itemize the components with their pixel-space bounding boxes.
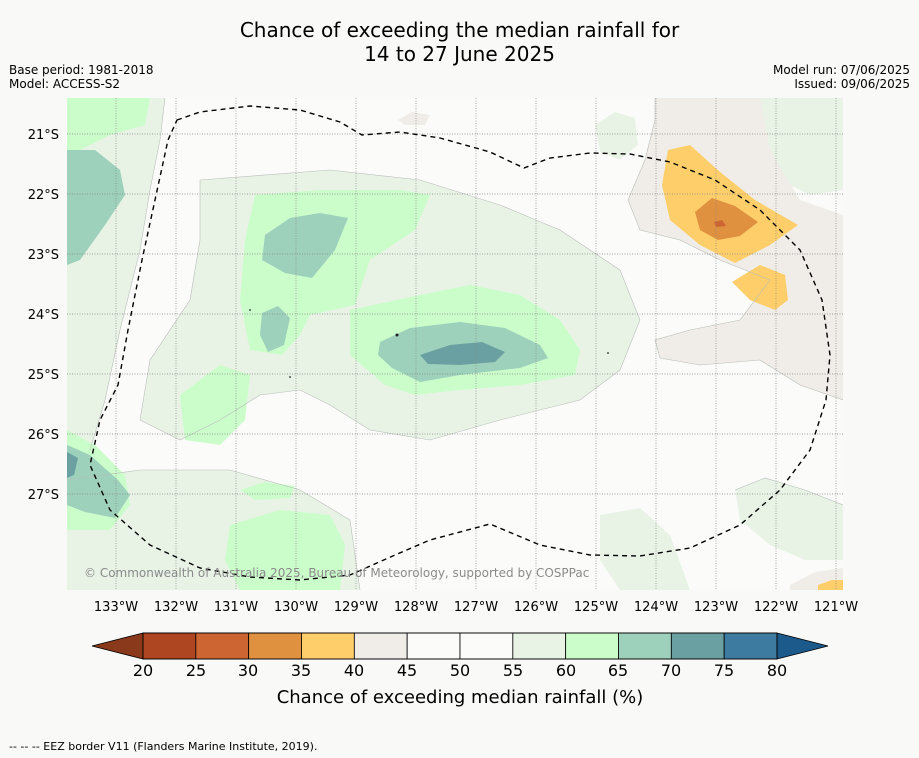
colorbar-swatch [301,632,355,660]
lon-label: 124°W [634,600,678,615]
map-title: Chance of exceeding the median rainfall … [0,18,919,66]
colorbar-swatch [406,632,461,660]
lon-label: 129°W [334,600,378,615]
band-35-40-southeast [818,580,843,590]
lon-label: 123°W [694,600,738,615]
colorbar-swatch [670,632,725,660]
colorbar-swatch [618,632,672,660]
lon-label: 133°W [94,600,138,615]
lon-labels: 133°W 132°W 131°W 130°W 129°W 128°W 127°… [94,600,858,615]
band-70-75-southwest [67,452,78,478]
lon-label: 121°W [814,600,858,615]
lon-label: 125°W [574,600,618,615]
colorbar-under-arrow [91,632,144,660]
meta-right: Model run: 07/06/2025 Issued: 09/06/2025 [773,63,910,91]
lat-label: 21°S [28,128,59,143]
issued-date: Issued: 09/06/2025 [794,77,910,91]
colorbar-swatch [195,632,250,660]
model-run: Model run: 07/06/2025 [772,63,910,77]
band-55-60-north [595,112,638,160]
colorbar-swatch [248,632,302,660]
colorbar-ticks: 20 25 30 35 40 45 50 55 60 65 70 75 80 [133,661,787,680]
band-55-60-southeast [735,478,843,560]
colorbar-tick: 45 [397,661,417,680]
colorbar-tick: 55 [503,661,523,680]
colorbar-tick: 80 [767,661,787,680]
colorbar-swatch [723,632,778,660]
lon-label: 126°W [514,600,558,615]
lat-label: 26°S [28,428,59,443]
colorbar-tick: 25 [186,661,206,680]
colorbar-tick: 50 [450,661,470,680]
colorbar-swatch [353,632,408,660]
lat-label: 27°S [28,488,59,503]
lat-label: 23°S [28,248,59,263]
band-65-70-southwest [67,445,130,518]
title-line-2: 14 to 27 June 2025 [364,42,555,66]
band-40-45-north [398,112,430,125]
lon-label: 130°W [274,600,318,615]
colorbar-swatch [142,632,197,660]
colorbar-tick: 20 [133,661,153,680]
colorbar-swatch [565,632,619,660]
model-name: Model: ACCESS-S2 [9,77,121,91]
islands [249,309,609,378]
band-60-65-southwest-c [240,482,295,500]
title-line-1: Chance of exceeding the median rainfall … [239,18,680,42]
eez-footnote: -- -- -- EEZ border V11 (Flanders Marine… [9,740,318,753]
band-35-40-east-b [732,265,788,310]
colorbar-tick: 65 [608,661,628,680]
lon-label: 122°W [754,600,798,615]
copyright-text: © Commonwealth of Australia 2025, Bureau… [84,566,589,580]
lon-label: 127°W [454,600,498,615]
colorbar-swatch [512,632,567,660]
colorbar-tick: 70 [661,661,681,680]
band-60-65-west-mid [180,365,250,445]
contour-lines [67,98,843,590]
colorbar-tick: 30 [238,661,258,680]
colorbar-swatch [459,632,514,660]
colorbar-tick: 60 [556,661,576,680]
band-60-65-southwest-b [225,510,345,590]
lon-gridlines [115,98,837,590]
band-65-70-central-a [262,213,348,278]
lat-label: 25°S [28,368,59,383]
colorbar-label: Chance of exceeding median rainfall (%) [277,687,644,708]
colorbar-swatches [142,632,778,660]
lat-label: 24°S [28,308,59,323]
band-55-60-south [600,508,690,590]
band-65-70-central-b [260,306,290,352]
band-30-35-east [695,198,758,240]
colorbar-over-arrow [776,632,829,660]
lat-labels: 21°S 22°S 23°S 24°S 25°S 26°S 27°S [28,128,59,503]
colorbar-tick: 35 [291,661,311,680]
band-65-70-west [67,150,125,265]
band-60-65-west [67,98,150,150]
band-35-40-east-a [662,145,798,263]
lon-label: 131°W [214,600,258,615]
lon-label: 128°W [394,600,438,615]
colorbar-outline [142,632,778,660]
lon-label: 132°W [154,600,198,615]
colorbar: 20 25 30 35 40 45 50 55 60 65 70 75 80 C… [91,632,829,708]
meta-left: Base period: 1981-2018 Model: ACCESS-S2 [9,63,154,91]
base-period: Base period: 1981-2018 [9,63,154,77]
colorbar-tick: 40 [344,661,364,680]
lat-gridlines [67,133,843,495]
colorbar-tick: 75 [714,661,734,680]
eez-border [89,105,831,581]
lat-label: 22°S [28,188,59,203]
band-70-75-central [420,342,505,365]
band-25-30-east [714,220,726,227]
map-panel: © Commonwealth of Australia 2025, Bureau… [67,98,843,590]
